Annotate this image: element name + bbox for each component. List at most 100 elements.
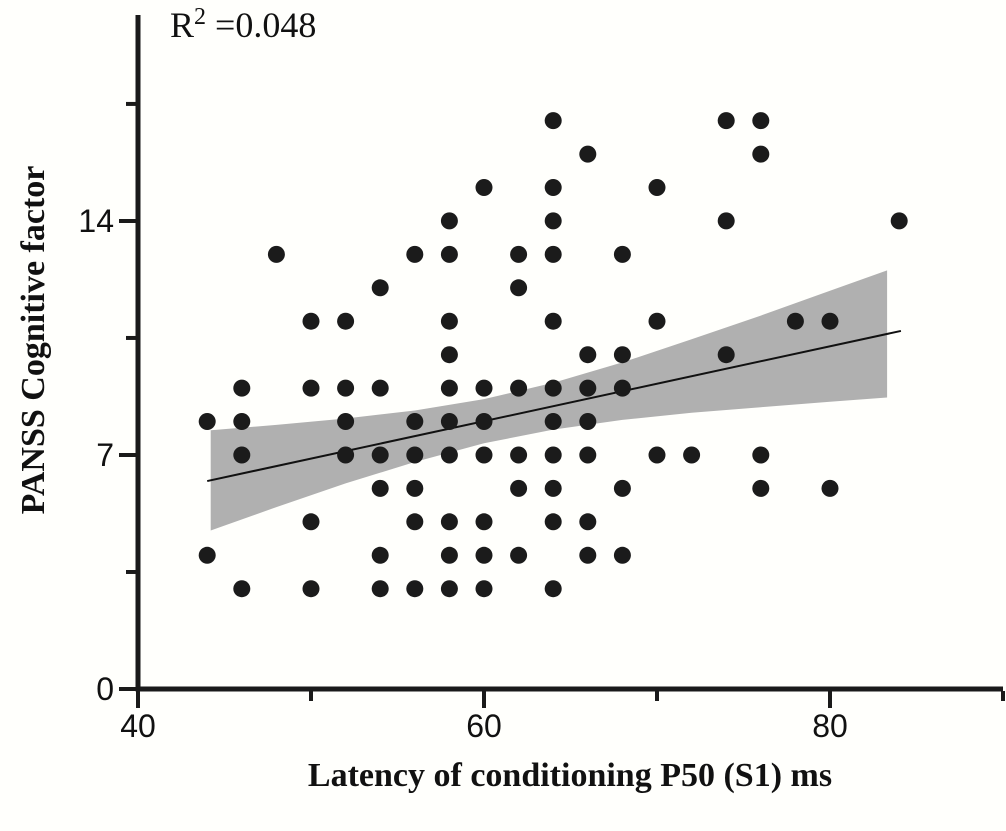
scatter-point bbox=[890, 212, 908, 230]
scatter-point bbox=[475, 513, 493, 531]
scatter-point bbox=[510, 279, 528, 297]
scatter-point bbox=[544, 245, 562, 263]
scatter-point bbox=[579, 145, 597, 163]
scatter-point bbox=[648, 179, 666, 196]
scatter-point bbox=[371, 379, 389, 397]
scatter-point bbox=[440, 580, 458, 598]
scatter-point bbox=[406, 446, 424, 464]
r-squared-base: R bbox=[170, 5, 195, 45]
scatter-point bbox=[233, 413, 251, 430]
scatter-point bbox=[337, 312, 355, 330]
scatter-point bbox=[440, 312, 458, 330]
scatter-point bbox=[752, 446, 770, 464]
scatter-point bbox=[613, 379, 631, 397]
r-squared-annotation: R2 =0.048 bbox=[170, 4, 316, 46]
scatter-point bbox=[544, 413, 562, 430]
scatter-point bbox=[579, 346, 597, 364]
scatter-point bbox=[613, 245, 631, 263]
scatter-point bbox=[510, 379, 528, 397]
scatter-point bbox=[544, 212, 562, 230]
scatter-point bbox=[406, 580, 424, 598]
scatter-point bbox=[198, 413, 216, 430]
scatter-point bbox=[302, 379, 320, 397]
confidence-band bbox=[210, 270, 888, 531]
scatter-point bbox=[717, 346, 735, 364]
scatter-point bbox=[302, 312, 320, 330]
scatter-point bbox=[544, 580, 562, 598]
scatter-point bbox=[440, 346, 458, 364]
y-tick-label: 0 bbox=[96, 671, 114, 707]
scatter-point bbox=[198, 546, 216, 564]
scatter-point bbox=[752, 479, 770, 497]
scatter-point bbox=[579, 446, 597, 464]
scatter-point bbox=[406, 245, 424, 263]
x-axis-label: Latency of conditioning P50 (S1) ms bbox=[307, 757, 833, 794]
scatter-point bbox=[440, 446, 458, 464]
scatter-point bbox=[579, 513, 597, 531]
scatter-point bbox=[371, 580, 389, 598]
scatter-point bbox=[440, 413, 458, 430]
scatter-point bbox=[786, 312, 804, 330]
axes bbox=[135, 15, 1003, 692]
scatter-point bbox=[440, 379, 458, 397]
r-squared-value: =0.048 bbox=[206, 5, 317, 45]
scatter-point bbox=[371, 546, 389, 564]
scatter-point bbox=[371, 479, 389, 497]
scatter-point bbox=[475, 580, 493, 598]
scatter-point bbox=[267, 245, 285, 263]
scatter-point bbox=[510, 546, 528, 564]
scatter-point bbox=[475, 413, 493, 430]
scatter-point bbox=[302, 580, 320, 598]
scatter-point bbox=[717, 112, 735, 130]
scatter-point bbox=[579, 413, 597, 430]
scatter-point bbox=[510, 446, 528, 464]
scatter-point bbox=[821, 312, 839, 330]
scatter-point bbox=[544, 112, 562, 130]
scatter-point bbox=[579, 546, 597, 564]
scatter-point bbox=[371, 279, 389, 297]
scatter-point bbox=[475, 379, 493, 397]
scatter-point bbox=[544, 446, 562, 464]
scatter-point bbox=[510, 245, 528, 263]
scatter-point bbox=[406, 479, 424, 497]
scatter-point bbox=[440, 546, 458, 564]
scatter-point bbox=[544, 479, 562, 497]
x-tick-label: 80 bbox=[812, 708, 848, 744]
scatter-point bbox=[406, 413, 424, 430]
scatter-point bbox=[233, 580, 251, 598]
y-tick-label: 7 bbox=[96, 437, 114, 473]
scatter-point bbox=[233, 446, 251, 464]
scatter-point bbox=[475, 179, 493, 196]
scatter-point bbox=[683, 446, 701, 464]
scatter-point bbox=[510, 479, 528, 497]
scatter-point bbox=[648, 446, 666, 464]
scatter-point bbox=[440, 212, 458, 230]
scatter-point bbox=[613, 346, 631, 364]
scatter-point bbox=[579, 379, 597, 397]
scatter-point bbox=[337, 446, 355, 464]
scatter-point bbox=[233, 379, 251, 397]
scatter-point bbox=[544, 379, 562, 397]
scatter-point bbox=[752, 145, 770, 163]
scatter-point bbox=[475, 546, 493, 564]
scatter-point bbox=[544, 312, 562, 330]
x-tick-label: 40 bbox=[120, 708, 156, 744]
regression-line bbox=[206, 329, 902, 483]
x-tick-label: 60 bbox=[466, 708, 502, 744]
scatter-point bbox=[302, 513, 320, 531]
scatter-point bbox=[337, 413, 355, 430]
scatter-point bbox=[821, 479, 839, 497]
y-tick-label: 14 bbox=[78, 203, 114, 239]
scatter-point bbox=[406, 513, 424, 531]
scatter-point bbox=[752, 112, 770, 130]
scatter-point bbox=[648, 312, 666, 330]
scatter-point bbox=[613, 546, 631, 564]
scatter-point bbox=[717, 212, 735, 230]
scatter-point bbox=[544, 513, 562, 531]
y-axis-label: PANSS Cognitive factor bbox=[15, 165, 52, 515]
scatter-point bbox=[544, 179, 562, 196]
r-squared-superscript: 2 bbox=[194, 4, 207, 30]
scatter-point bbox=[440, 513, 458, 531]
